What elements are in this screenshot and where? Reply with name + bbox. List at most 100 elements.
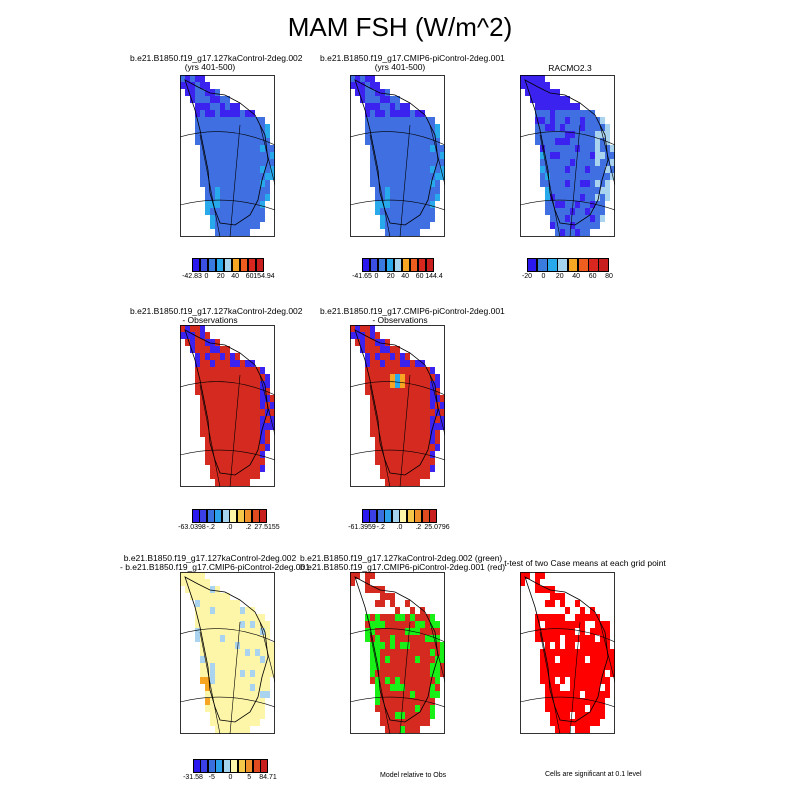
graticule-line [199, 631, 221, 734]
map-grid-cell [245, 472, 250, 479]
map-grid-cell [220, 656, 225, 663]
map-grid-cell [550, 124, 555, 131]
map-grid-cell [420, 437, 425, 444]
map-grid-cell [240, 173, 245, 180]
map-grid-cell [430, 614, 435, 621]
map-grid-cell [590, 684, 595, 691]
map-grid-cell [415, 117, 420, 124]
map-grid-cell [215, 110, 220, 117]
map-grid-cell [560, 705, 565, 712]
map-grid-cell [420, 222, 425, 229]
map-grid-cell [410, 360, 415, 367]
map-grid-cell [550, 145, 555, 152]
map-grid-cell [205, 698, 210, 705]
map-grid-cell [385, 698, 390, 705]
colorbar-tick-label: 60 [415, 273, 424, 280]
map-grid-cell [580, 621, 585, 628]
map-grid-cell [595, 187, 600, 194]
map-grid-cell [210, 409, 215, 416]
map-grid-cell [235, 712, 240, 719]
map-grid-cell [420, 388, 425, 395]
map-grid-cell [240, 437, 245, 444]
map-grid-cell [440, 402, 445, 409]
map-grid-cell [540, 649, 545, 656]
map-grid-cell [430, 677, 435, 684]
map-grid-cell [215, 117, 220, 124]
map-grid-cell [575, 208, 580, 215]
map-grid-cell [190, 572, 195, 579]
map-grid-cell [365, 124, 370, 131]
map-grid-cell [410, 444, 415, 451]
map-grid-cell [235, 416, 240, 423]
map-grid-cell [220, 719, 225, 726]
map-grid-cell [410, 719, 415, 726]
map-grid-cell [415, 131, 420, 138]
map-grid-cell [535, 621, 540, 628]
map-grid-cell [555, 593, 560, 600]
map-grid-cell [575, 712, 580, 719]
map-grid-cell [425, 194, 430, 201]
map-grid-cell [425, 402, 430, 409]
map-panel-5 [350, 325, 445, 487]
map-grid-cell [375, 451, 380, 458]
map-grid-cell [585, 663, 590, 670]
colorbar-tick-label: -61.3959 [348, 524, 376, 531]
map-grid-cell [375, 670, 380, 677]
map-grid-cell [270, 423, 275, 430]
map-grid-cell [270, 649, 275, 656]
map-grid-cell [395, 360, 400, 367]
map-grid-cell [550, 698, 555, 705]
map-grid-cell [375, 586, 380, 593]
graticule-line [399, 124, 411, 237]
map-grid-cell [380, 388, 385, 395]
map-grid-cell [540, 89, 545, 96]
map-panel-2 [350, 75, 445, 237]
map-grid-cell [215, 586, 220, 593]
map-grid-cell [205, 96, 210, 103]
map-grid-cell [245, 194, 250, 201]
map-grid-cell [440, 173, 445, 180]
map-grid-cell [415, 229, 420, 236]
map-grid-cell [265, 670, 270, 677]
map-grid-cell [415, 381, 420, 388]
map-grid-cell [200, 649, 205, 656]
map-grid-cell [425, 395, 430, 402]
map-grid-cell [550, 222, 555, 229]
map-grid-cell [230, 124, 235, 131]
map-grid-cell [215, 593, 220, 600]
map-grid-cell [425, 684, 430, 691]
map-grid-cell [370, 180, 375, 187]
colorbar-swatch [588, 258, 599, 272]
map-grid-cell [575, 656, 580, 663]
map-grid-cell [590, 194, 595, 201]
map-grid-cell [230, 712, 235, 719]
colorbar-tick-label: 40 [572, 273, 581, 280]
map-grid-cell [585, 635, 590, 642]
map-grid-cell [560, 677, 565, 684]
map-grid-cell [405, 670, 410, 677]
map-grid-cell [570, 229, 575, 236]
map-grid-cell [405, 451, 410, 458]
map-grid-cell [435, 124, 440, 131]
map-grid-cell [210, 614, 215, 621]
map-grid-cell [200, 416, 205, 423]
map-grid-cell [220, 346, 225, 353]
map-grid-cell [575, 138, 580, 145]
map-grid-cell [525, 82, 530, 89]
map-grid-cell [550, 614, 555, 621]
map-grid-cell [230, 416, 235, 423]
map-grid-cell [580, 670, 585, 677]
map-grid-cell [560, 593, 565, 600]
map-grid-cell [240, 479, 245, 486]
map-grid-cell [400, 635, 405, 642]
map-grid-cell [565, 726, 570, 733]
map-grid-cell [570, 628, 575, 635]
map-grid-cell [210, 339, 215, 346]
map-grid-cell [240, 712, 245, 719]
map-grid-cell [550, 96, 555, 103]
map-grid-cell [585, 131, 590, 138]
map-grid-cell [370, 416, 375, 423]
map-grid-cell [215, 124, 220, 131]
map-grid-cell [430, 159, 435, 166]
coastline [524, 576, 609, 723]
